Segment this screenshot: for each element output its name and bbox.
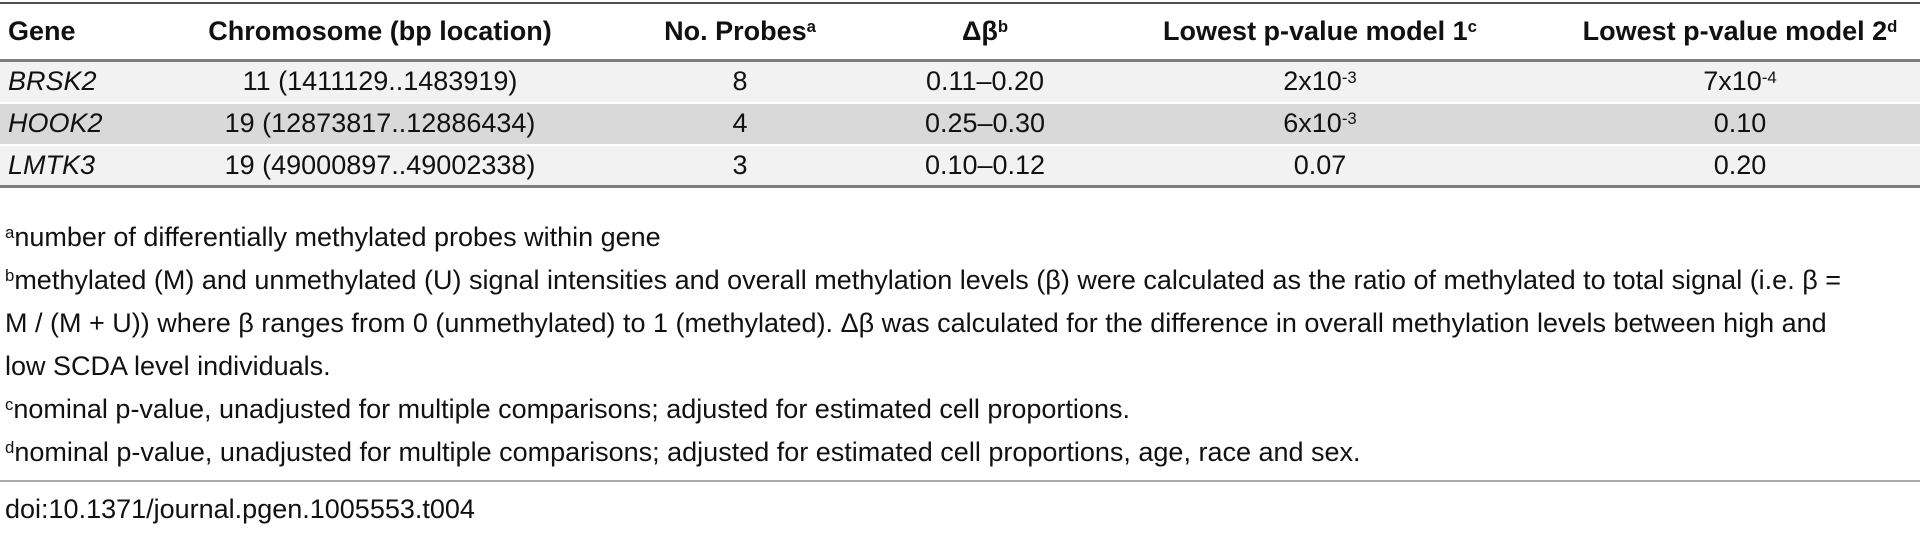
probe-count: 3 <box>590 143 890 187</box>
footnote-b-text: low SCDA level individuals. <box>5 351 331 381</box>
column-header-gene: Gene <box>0 3 170 62</box>
pvalue-base: 0.10 <box>1713 108 1767 138</box>
chromosome-location: 19 (49000897..49002338) <box>170 143 590 187</box>
chromosome-location: 19 (12873817..12886434) <box>170 101 590 145</box>
probe-count: 4 <box>590 101 890 145</box>
column-header-label: Lowest p-value model 2 <box>1582 16 1888 46</box>
footnote-d: dnominal p-value, unadjusted for multipl… <box>5 431 1920 474</box>
footnote-marker-c: c <box>1467 17 1477 37</box>
column-header-label: Lowest p-value model 1 <box>1163 16 1468 46</box>
footnote-b-text: methylated (M) and unmethylated (U) sign… <box>14 265 1842 295</box>
delta-beta-range: 0.10–0.12 <box>890 143 1080 187</box>
footnote-d-marker: d <box>5 438 15 458</box>
pvalue-base: 2x10 <box>1283 66 1342 97</box>
gene-methylation-table: Gene Chromosome (bp location) No. Probes… <box>0 2 1920 188</box>
footnote-b-line2: M / (M + U)) where β ranges from 0 (unme… <box>5 302 1920 345</box>
column-header-label: Gene <box>8 16 76 46</box>
column-header-probes: No. Probesa <box>590 3 890 62</box>
column-header-label: No. Probes <box>664 16 807 46</box>
table-row-hook2: HOOK2 19 (12873817..12886434) 4 0.25–0.3… <box>0 101 1920 145</box>
pvalue-model2: 0.20 <box>1560 143 1920 187</box>
pvalue-base: 7x10 <box>1703 66 1762 97</box>
delta-beta-range: 0.25–0.30 <box>890 101 1080 145</box>
column-header-chromosome: Chromosome (bp location) <box>170 3 590 62</box>
footnote-marker-a: a <box>806 17 816 37</box>
pvalue-base: 0.07 <box>1293 149 1347 180</box>
footnote-c-marker: c <box>5 395 14 415</box>
pvalue-model2: 0.10 <box>1560 101 1920 145</box>
footnote-a-marker: a <box>5 223 15 243</box>
pvalue-model1: 6x10-3 <box>1080 101 1560 145</box>
footnote-a-text: number of differentially methylated prob… <box>14 222 661 252</box>
chromosome-location: 11 (1411129..1483919) <box>170 60 590 103</box>
gene-name: BRSK2 <box>0 60 170 103</box>
footnote-a: anumber of differentially methylated pro… <box>5 216 1920 259</box>
gene-name: HOOK2 <box>0 101 170 145</box>
column-header-delta-beta: Δβb <box>890 3 1080 62</box>
doi-text: doi:10.1371/journal.pgen.1005553.t004 <box>5 494 475 524</box>
pvalue-model1: 2x10-3 <box>1080 60 1560 103</box>
pvalue-model1: 0.07 <box>1080 143 1560 187</box>
footnote-b-text: M / (M + U)) where β ranges from 0 (unme… <box>5 308 1827 338</box>
gene-name: LMTK3 <box>0 143 170 187</box>
table-row-lmtk3: LMTK3 19 (49000897..49002338) 3 0.10–0.1… <box>0 143 1920 187</box>
footnote-b-line1: bmethylated (M) and unmethylated (U) sig… <box>5 259 1920 302</box>
delta-beta-range: 0.11–0.20 <box>890 60 1080 103</box>
column-header-pvalue-model2: Lowest p-value model 2d <box>1560 3 1920 62</box>
footnote-marker-b: b <box>997 17 1009 37</box>
footnote-b-marker: b <box>5 266 15 286</box>
footnote-c: cnominal p-value, unadjusted for multipl… <box>5 388 1920 431</box>
pvalue-exponent: -3 <box>1341 67 1357 87</box>
pvalue-exponent: -3 <box>1341 109 1357 129</box>
table-footnotes: anumber of differentially methylated pro… <box>0 216 1920 474</box>
table-row-brsk2: BRSK2 11 (1411129..1483919) 8 0.11–0.20 … <box>0 60 1920 103</box>
footnote-b-line3: low SCDA level individuals. <box>5 345 1920 388</box>
column-header-pvalue-model1: Lowest p-value model 1c <box>1080 3 1560 62</box>
table-header-row: Gene Chromosome (bp location) No. Probes… <box>0 3 1920 62</box>
probe-count: 8 <box>590 60 890 103</box>
footnote-marker-d: d <box>1887 17 1898 37</box>
footnote-d-text: nominal p-value, unadjusted for multiple… <box>14 437 1361 467</box>
pvalue-model2: 7x10-4 <box>1560 60 1920 103</box>
pvalue-exponent: -4 <box>1761 67 1777 87</box>
pvalue-base: 0.20 <box>1713 149 1767 180</box>
column-header-label: Δβ <box>961 16 998 46</box>
footnote-c-text: nominal p-value, unadjusted for multiple… <box>13 394 1130 424</box>
pvalue-base: 6x10 <box>1283 108 1342 138</box>
column-header-label: Chromosome (bp location) <box>208 16 552 46</box>
doi-line: doi:10.1371/journal.pgen.1005553.t004 <box>0 480 1920 525</box>
